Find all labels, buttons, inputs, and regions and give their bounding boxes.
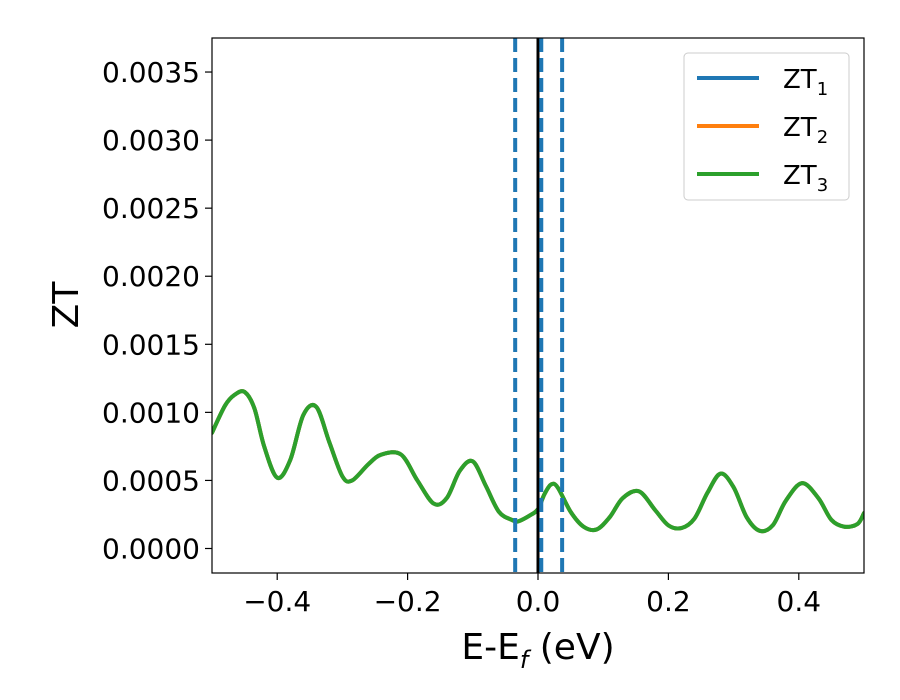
x-tick-label: −0.2 [374, 585, 442, 618]
x-axis: −0.4 −0.2 0.0 0.2 0.4 [243, 573, 821, 618]
legend-label-zt3: ZT3 [783, 161, 828, 196]
y-tick-label: 0.0035 [102, 56, 200, 89]
y-axis: 0.0000 0.0005 0.0010 0.0015 0.0020 0.0025 0.00… [102, 56, 212, 565]
x-tick-label: 0.0 [516, 585, 561, 618]
legend-label-subscript: 1 [817, 79, 828, 100]
legend-label-main: ZT [783, 161, 817, 191]
legend-box [683, 52, 850, 201]
y-tick-label: 0.0025 [102, 192, 200, 225]
y-tick-label: 0.0015 [102, 328, 200, 361]
legend-label-subscript: 2 [817, 127, 828, 148]
y-tick-label: 0.0005 [102, 464, 200, 497]
legend-label-subscript: 3 [817, 175, 828, 196]
legend-label-zt1: ZT1 [783, 65, 828, 100]
y-tick-label: 0.0020 [102, 260, 200, 293]
x-axis-title-tail: (eV) [528, 627, 614, 668]
y-tick-label: 0.0010 [102, 396, 200, 429]
y-tick-label: 0.0000 [102, 532, 200, 565]
y-tick-label: 0.0030 [102, 124, 200, 157]
x-axis-title-main: E-E [461, 627, 519, 668]
y-axis-title: ZT [46, 281, 87, 329]
x-tick-label: 0.4 [777, 585, 822, 618]
x-axis-title: E-Ef (eV) [461, 627, 614, 674]
legend-label-main: ZT [783, 113, 817, 143]
x-tick-label: 0.2 [646, 585, 691, 618]
x-tick-label: −0.4 [243, 585, 311, 618]
legend-label-zt2: ZT2 [783, 113, 828, 148]
plot-content [212, 38, 864, 573]
legend-label-main: ZT [783, 65, 817, 95]
